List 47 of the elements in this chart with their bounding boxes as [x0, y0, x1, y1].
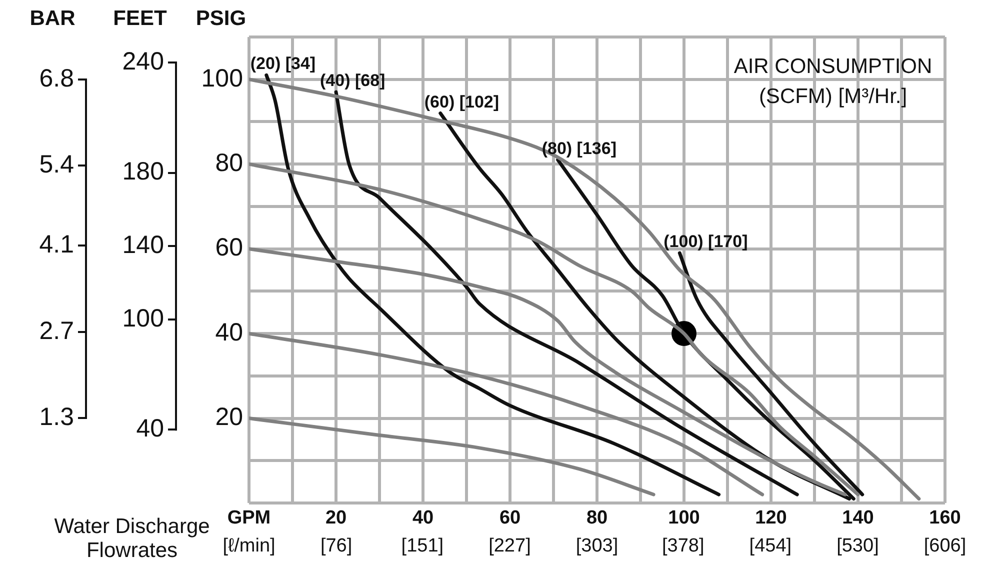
y2-tick-label: 6.8 — [39, 64, 74, 92]
y2-tick-label: 5.4 — [39, 150, 74, 179]
line-series — [249, 416, 656, 496]
x2-tick-label: [378] — [662, 536, 704, 557]
series-label: (60) [102] — [424, 92, 500, 112]
y3-tick-label: 140 — [122, 231, 164, 260]
line-series — [249, 332, 764, 496]
legend-title: AIR CONSUMPTION (SCFM) [M³/Hr.] — [734, 55, 932, 108]
x-tick-label: 160 — [929, 508, 961, 529]
y3-tick-label: 180 — [122, 158, 164, 186]
y-tick-label: 100 — [201, 64, 243, 92]
y-tick-label: 20 — [215, 403, 243, 432]
x-tick-label: 100 — [668, 508, 700, 529]
y-tick-label: 80 — [215, 148, 243, 177]
x-tick-label: 80 — [586, 508, 608, 529]
line-series — [678, 251, 864, 496]
y-axis-title: PSIG — [196, 7, 246, 30]
series-label: (20) [34] — [250, 54, 316, 74]
x2-tick-label: [303] — [576, 536, 618, 557]
x-tick-label: 40 — [412, 508, 434, 529]
line-series — [249, 162, 860, 496]
x-tick-label: 60 — [499, 508, 521, 529]
y2-tick-label: 1.3 — [39, 402, 74, 431]
series-label: (100) [170] — [664, 232, 748, 252]
x-tick-label: GPM — [227, 508, 271, 529]
y2-axis-title: BAR — [30, 7, 76, 30]
x2-tick-label: [227] — [488, 536, 531, 557]
y-tick-label: 60 — [215, 234, 243, 262]
x2-tick-label: [76] — [320, 536, 352, 557]
x2-tick-label: [ℓ/min] — [222, 536, 276, 557]
x-tick-label: 140 — [842, 508, 874, 529]
x-tick-label: 20 — [325, 508, 347, 529]
y3-tick-label: 100 — [122, 304, 164, 332]
x2-tick-label: [454] — [749, 536, 792, 557]
x2-tick-label: [151] — [401, 536, 444, 557]
series-label: (40) [68] — [320, 71, 386, 90]
x-tick-label: 120 — [755, 508, 787, 529]
y3-axis-title: FEET — [113, 7, 168, 30]
y3-tick-label: 240 — [122, 48, 164, 76]
x2-tick-label: [606] — [924, 536, 966, 557]
y2-tick-label: 4.1 — [39, 230, 74, 259]
y2-tick-label: 2.7 — [39, 316, 74, 345]
x-axis-title: Water Discharge Flowrates — [54, 515, 210, 562]
series-label: (80) [136] — [542, 138, 616, 158]
x2-tick-label: [530] — [836, 536, 879, 557]
y3-tick-label: 40 — [136, 414, 164, 443]
y-tick-label: 40 — [215, 318, 243, 346]
